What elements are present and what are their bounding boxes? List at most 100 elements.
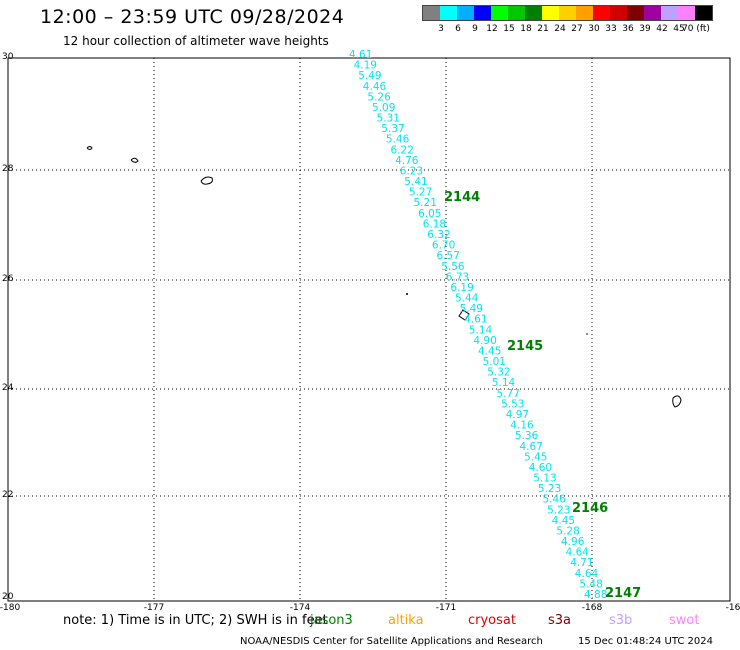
map-gridlines [8,58,730,601]
wave-height-value: 4.61 [464,314,487,326]
wave-height-value: 5.27 [409,187,432,199]
legend-swatch [695,6,712,20]
legend-swatch [491,6,508,20]
longitude-label: -177 [143,603,165,613]
wave-height-value: 5.49 [460,303,483,315]
wave-height-value: 5.01 [483,356,506,368]
wave-height-value: 4.96 [561,536,585,548]
mission-label-s3a: s3a [548,613,572,628]
latitude-label: 24 [2,383,14,393]
wave-height-value: 6.22 [391,144,414,156]
wave-height-value: 4.64 [566,547,590,559]
wave-height-value: 5.56 [441,261,465,273]
wave-height-value: 5.13 [533,473,556,485]
legend-swatch [508,6,525,20]
wave-height-value: 6.70 [432,240,455,252]
legend-swatch [593,6,610,20]
wave-height-value: 5.31 [377,113,400,125]
footnote: note: 1) Time is in UTC; 2) SWH is in fe… [63,613,328,628]
wave-height-value: 6.05 [418,208,441,220]
latitude-label: 20 [2,592,14,602]
legend-label: 21 [537,24,549,34]
time-label: 2145 [507,339,543,354]
time-labels: 2144 2145 2146 2147 [444,190,641,601]
legend-label: 45 [673,24,685,34]
legend-label: 70 (ft) [682,24,710,34]
legend-swatch [661,6,678,20]
longitude-label: -168 [581,603,603,613]
wave-height-value: 6.23 [400,166,423,178]
legend-label: 15 [503,24,515,34]
legend-label: 42 [656,24,668,34]
wave-height-value: 5.48 [579,578,602,590]
credit-text: NOAA/NESDIS Center for Satellite Applica… [240,636,543,647]
longitude-label: -174 [289,603,311,613]
mission-label-jason3: jason3 [310,613,353,628]
legend-label: 36 [622,24,634,34]
mission-label-s3b: s3b [609,613,633,628]
legend-swatch [678,6,695,20]
legend-labels: 3 6 9 12 15 18 21 24 27 30 33 36 39 42 45 70 (ft) [422,21,713,35]
mission-label-swot: swot [669,613,700,628]
longitude-label: -180 [0,603,21,613]
legend-label: 3 [438,24,444,34]
color-legend: 3 6 9 12 15 18 21 24 27 30 33 36 39 42 45 70 (ft) [422,5,713,35]
wave-height-value: 5.37 [381,123,404,135]
generated-timestamp: 15 Dec 01:48:24 UTC 2024 [578,636,713,647]
legend-swatch [559,6,576,20]
wave-height-value: 5.53 [501,398,524,410]
legend-swatch [457,6,474,20]
wave-height-value: 6.73 [446,271,469,283]
wave-height-value: 4.67 [520,441,543,453]
legend-swatch [644,6,661,20]
wave-height-value: 4.60 [529,462,552,474]
wave-height-value: 5.23 [538,483,561,495]
wave-height-value: 5.14 [492,377,516,389]
latitude-label: 26 [2,274,14,284]
wave-height-value: 5.23 [547,504,570,516]
legend-label: 30 [588,24,600,34]
mission-label-altika: altika [388,613,424,628]
legend-label: 6 [455,24,461,34]
legend-label: 33 [605,24,617,34]
time-label: 2146 [572,501,608,516]
wave-height-value: 6.19 [450,282,473,294]
wave-height-value: 4.46 [363,81,387,93]
wave-height-value: 5.46 [543,494,567,506]
wave-height-value: 4.90 [473,335,496,347]
time-label: 2147 [605,586,641,601]
legend-swatch [610,6,627,20]
wave-height-value: 5.44 [455,293,479,305]
wave-height-value: 5.14 [469,324,493,336]
island-outline [586,333,588,335]
legend-label: 24 [554,24,566,34]
wave-height-value: 4.97 [506,409,529,421]
island-outline [86,146,93,150]
latitude-label: 28 [2,164,14,174]
wave-height-value: 4.45 [478,346,501,358]
wave-height-value: 4.64 [575,568,599,580]
legend-label: 18 [520,24,532,34]
longitude-label: -16 [725,603,740,613]
wave-height-value: 6.57 [437,250,460,262]
islands [86,146,682,408]
wave-height-value: 5.09 [372,102,395,114]
legend-swatch [423,6,440,20]
wave-height-value: 4.16 [510,420,534,432]
legend-label: 39 [639,24,651,34]
map-subtitle: 12 hour collection of altimeter wave hei… [63,34,329,48]
wave-height-value: 4.88 [584,589,607,601]
wave-height-value: 5.36 [515,430,539,442]
wave-height-value: 5.26 [367,91,391,103]
island-outline [406,293,408,295]
legend-swatch [576,6,593,20]
wave-height-value: 4.45 [552,515,575,527]
wave-height-value: 5.45 [524,451,547,463]
longitude-label: -171 [435,603,457,613]
wave-height-value: 4.76 [395,155,419,167]
legend-label: 27 [571,24,583,34]
wave-height-value: 6.18 [423,218,446,230]
altimeter-track: 4.614.195.494.465.265.095.315.375.466.22… [349,49,607,601]
mission-label-cryosat: cryosat [468,613,516,628]
